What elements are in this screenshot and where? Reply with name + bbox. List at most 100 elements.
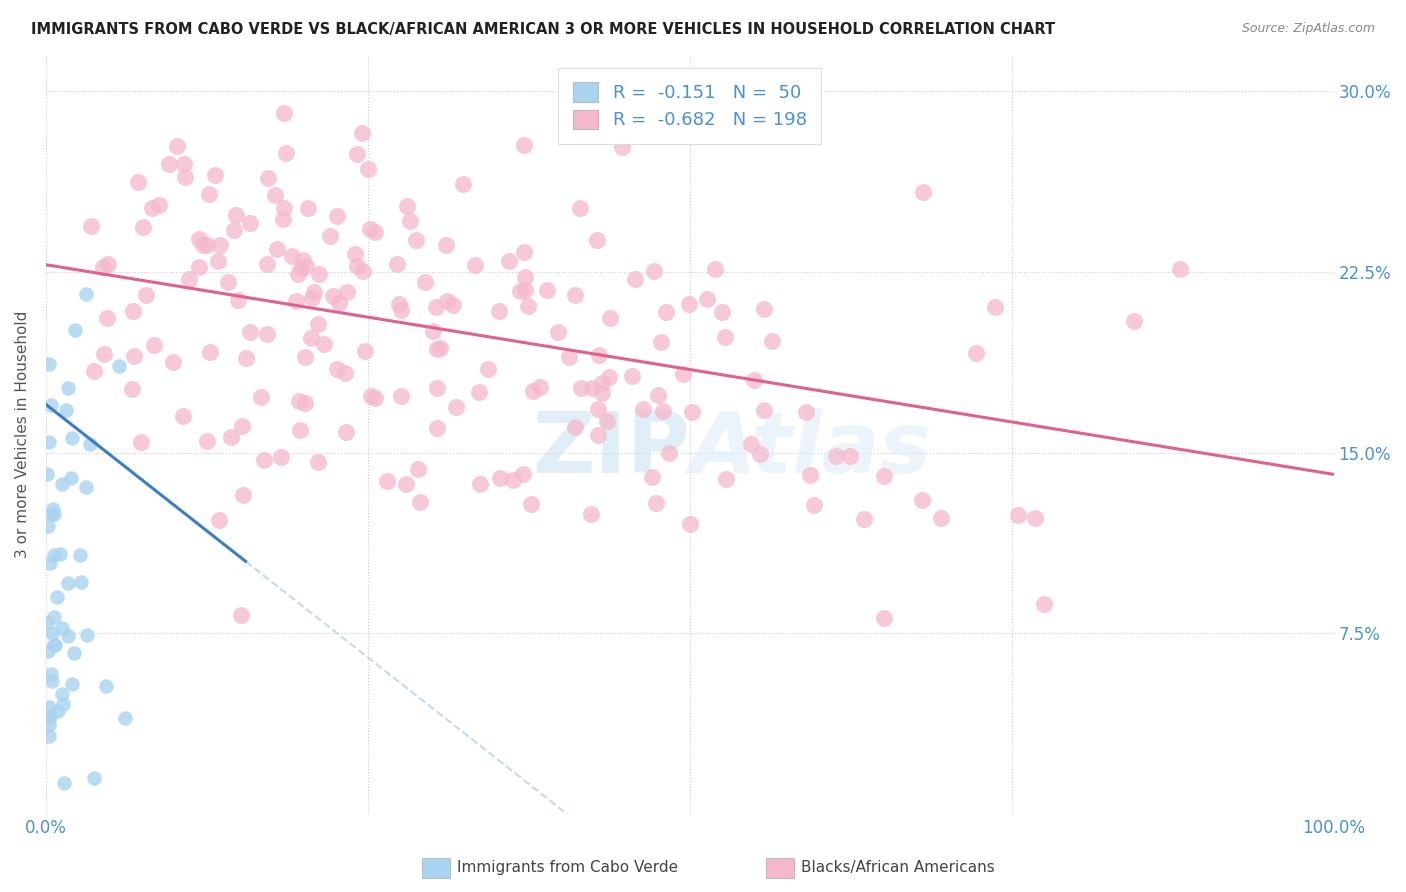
Point xyxy=(122,349,145,363)
Point xyxy=(141,201,163,215)
Point xyxy=(287,394,309,409)
Point xyxy=(464,259,486,273)
Point xyxy=(451,177,474,191)
Point xyxy=(60,432,83,446)
Point xyxy=(83,771,105,785)
Point xyxy=(359,221,381,235)
Point xyxy=(346,146,368,161)
Y-axis label: 3 or more Vehicles in Household: 3 or more Vehicles in Household xyxy=(15,311,30,558)
Point xyxy=(395,199,418,213)
Point xyxy=(273,201,295,215)
Point xyxy=(79,437,101,451)
Point xyxy=(204,168,226,182)
Point xyxy=(650,334,672,349)
Point xyxy=(143,338,166,352)
Point xyxy=(97,257,120,271)
Point xyxy=(319,229,342,244)
Point xyxy=(522,384,544,399)
Point xyxy=(42,638,65,652)
Point xyxy=(434,237,457,252)
Point xyxy=(965,345,987,359)
Point xyxy=(271,212,294,227)
Point xyxy=(425,300,447,314)
Point xyxy=(502,473,524,487)
Point xyxy=(35,467,58,482)
Point xyxy=(314,337,336,351)
Point xyxy=(70,575,93,590)
Point xyxy=(295,259,318,273)
Point xyxy=(581,381,603,395)
Point xyxy=(513,138,536,153)
Point xyxy=(299,331,322,345)
Point xyxy=(1024,510,1046,524)
Text: IMMIGRANTS FROM CABO VERDE VS BLACK/AFRICAN AMERICAN 3 OR MORE VEHICLES IN HOUSE: IMMIGRANTS FROM CABO VERDE VS BLACK/AFRI… xyxy=(31,22,1054,37)
Point xyxy=(1122,313,1144,327)
Point xyxy=(658,446,681,460)
Point xyxy=(63,646,86,660)
Point xyxy=(294,396,316,410)
Point xyxy=(42,549,65,563)
Point xyxy=(429,342,451,356)
Point xyxy=(838,450,860,464)
Point xyxy=(1033,597,1056,611)
Point xyxy=(426,342,449,356)
Point xyxy=(80,219,103,234)
Point xyxy=(799,467,821,482)
Point xyxy=(51,621,73,635)
Point xyxy=(391,389,413,403)
Point xyxy=(529,380,551,394)
Point xyxy=(256,257,278,271)
Point xyxy=(911,492,934,507)
Point xyxy=(489,471,512,485)
Point xyxy=(794,405,817,419)
Point xyxy=(394,477,416,491)
Point xyxy=(39,667,62,681)
Point xyxy=(41,625,63,640)
Point xyxy=(200,344,222,359)
Point xyxy=(547,325,569,339)
Text: Source: ZipAtlas.com: Source: ZipAtlas.com xyxy=(1241,22,1375,36)
Point xyxy=(239,216,262,230)
Point xyxy=(596,414,619,428)
Point xyxy=(307,317,329,331)
Point xyxy=(354,343,377,358)
Point xyxy=(654,305,676,319)
Point xyxy=(51,687,73,701)
Point xyxy=(46,590,69,604)
Point xyxy=(37,644,59,658)
Point xyxy=(436,294,458,309)
Point xyxy=(159,157,181,171)
Point xyxy=(352,263,374,277)
Point xyxy=(235,351,257,365)
Point xyxy=(249,390,271,404)
Point xyxy=(252,453,274,467)
Point xyxy=(266,242,288,256)
Point xyxy=(1168,261,1191,276)
Point xyxy=(748,447,770,461)
Point xyxy=(281,249,304,263)
Point xyxy=(41,507,63,521)
Point xyxy=(197,238,219,252)
Point xyxy=(599,311,621,326)
Point xyxy=(37,519,59,533)
Point xyxy=(364,391,387,405)
Point xyxy=(225,208,247,222)
Point xyxy=(301,292,323,306)
Point xyxy=(344,246,367,260)
Point xyxy=(558,350,581,364)
Point xyxy=(710,305,733,319)
Point xyxy=(360,388,382,402)
Point xyxy=(273,106,295,120)
Point xyxy=(207,254,229,268)
Point xyxy=(270,450,292,464)
Point xyxy=(274,146,297,161)
Point xyxy=(336,285,359,299)
Point xyxy=(405,233,427,247)
Point xyxy=(444,400,467,414)
Point xyxy=(39,397,62,411)
Point xyxy=(681,405,703,419)
Point xyxy=(197,186,219,201)
Point xyxy=(335,366,357,380)
Point xyxy=(38,357,60,371)
Text: ZIP: ZIP xyxy=(531,409,690,491)
